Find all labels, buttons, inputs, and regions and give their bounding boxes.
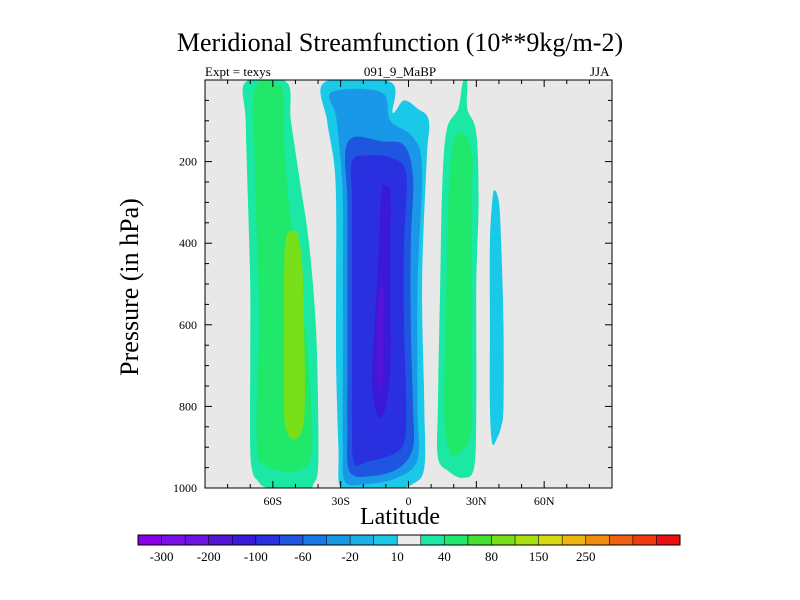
equatorial-negative-cell — [320, 80, 430, 488]
colorbar-swatch — [302, 535, 327, 545]
colorbar-swatch — [467, 535, 492, 545]
colorbar-label: -20 — [341, 549, 358, 564]
colorbar-swatch — [350, 535, 374, 545]
x-tick-label: 60N — [534, 494, 555, 508]
x-tick-label: 30N — [466, 494, 487, 508]
colorbar-label: -60 — [294, 549, 311, 564]
y-tick-label: 600 — [179, 318, 197, 332]
equatorial-negative-cell-level-neg100 — [376, 284, 384, 394]
colorbar-swatch — [138, 535, 162, 545]
chart-title: Meridional Streamfunction (10**9kg/m-2) — [176, 28, 624, 57]
colorbar-frame — [137, 534, 681, 546]
contour-fill-group — [242, 80, 504, 488]
colorbar-swatch — [491, 535, 516, 545]
y-tick-label: 1000 — [173, 481, 197, 495]
southern-positive-cell-level-40 — [283, 230, 305, 440]
colorbar-label: -100 — [244, 549, 268, 564]
colorbar-swatch — [255, 535, 280, 545]
colorbar-swatch — [632, 535, 657, 545]
colorbar-label: 10 — [391, 549, 404, 564]
y-axis-title: Pressure (in hPa) — [115, 198, 144, 376]
colorbar-label: 80 — [485, 549, 498, 564]
colorbar-label: 250 — [576, 549, 596, 564]
colorbar-label: 150 — [529, 549, 549, 564]
colorbar-swatch — [232, 535, 257, 545]
northern-positive-cell — [436, 80, 479, 478]
season-label: JJA — [590, 64, 610, 79]
colorbar-label: -200 — [197, 549, 221, 564]
colorbar-swatch — [609, 535, 634, 545]
colorbar-swatch — [208, 535, 233, 545]
axis-tick-group: 60S 30S 0 30N 60N 200 400 600 800 1000 — [173, 80, 612, 508]
x-tick-label: 60S — [263, 494, 282, 508]
y-tick-label: 400 — [179, 236, 197, 250]
colorbar-swatch — [538, 535, 563, 545]
x-tick-label: 30S — [331, 494, 350, 508]
northern-negative-cell-level-neg10 — [489, 190, 504, 446]
colorbar-swatch — [515, 535, 539, 545]
y-tick-label: 200 — [179, 155, 197, 169]
experiment-label: Expt = texys — [205, 64, 271, 79]
colorbar: -300 -200 -100 -60 -20 10 40 80 150 250 — [137, 534, 681, 564]
x-axis-title: Latitude — [360, 504, 440, 530]
colorbar-swatch — [656, 535, 681, 545]
colorbar-label: -300 — [150, 549, 174, 564]
x-tick-label: 0 — [406, 494, 412, 508]
colorbar-swatch — [420, 535, 445, 545]
colorbar-label: 40 — [438, 549, 451, 564]
colorbar-swatch — [326, 535, 351, 545]
experiment-id-label: 091_9_MaBP — [363, 64, 437, 79]
colorbar-swatch — [279, 535, 304, 545]
colorbar-swatch — [444, 535, 469, 545]
colorbar-swatch — [585, 535, 610, 545]
colorbar-swatch — [373, 535, 398, 545]
colorbar-swatch — [161, 535, 186, 545]
northern-negative-cell — [489, 190, 504, 446]
colorbar-swatch — [397, 535, 422, 545]
y-tick-label: 800 — [179, 399, 197, 413]
colorbar-swatch — [562, 535, 587, 545]
colorbar-swatch — [185, 535, 209, 545]
southern-positive-cell — [242, 80, 319, 488]
northern-positive-cell-level-20 — [444, 132, 473, 457]
